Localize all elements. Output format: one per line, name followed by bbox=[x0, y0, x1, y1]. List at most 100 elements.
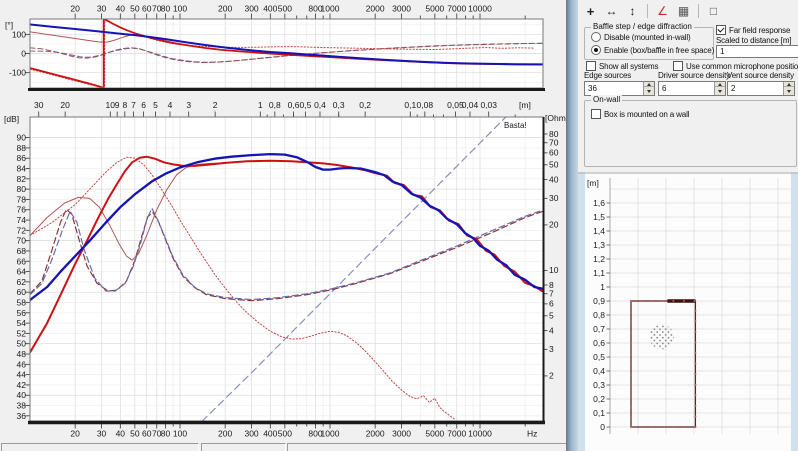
svg-text:0,2: 0,2 bbox=[359, 100, 371, 110]
spin-up-icon[interactable] bbox=[715, 82, 725, 87]
vent-density-label: Vent source density bbox=[727, 71, 794, 80]
radio-label: Disable (mounted in-wall) bbox=[604, 32, 691, 42]
checkbox-icon[interactable] bbox=[673, 61, 683, 71]
diffraction-control-panel: + ↔ ↕ ∠ ▦ □ Baffle step / edge diffraction Di… bbox=[578, 0, 798, 451]
svg-text:300: 300 bbox=[244, 429, 258, 439]
radio-icon[interactable] bbox=[591, 45, 601, 55]
radio-disable-in-wall[interactable]: Disable (mounted in-wall) bbox=[591, 32, 691, 42]
box-on-wall-row[interactable]: Box is mounted on a wall bbox=[591, 109, 689, 119]
svg-text:50: 50 bbox=[130, 429, 140, 439]
baffle-layout-view: 1,6 1,5 1,4 1,3 1,2 1,1 1 0,9 0,8 0,7 0,6 0,5 0,4 0,3… bbox=[578, 172, 798, 451]
svg-text:74: 74 bbox=[17, 215, 27, 225]
svg-text:5000: 5000 bbox=[425, 4, 444, 14]
spin-up-icon[interactable] bbox=[784, 82, 794, 87]
spin-down-icon[interactable] bbox=[644, 87, 654, 95]
svg-text:10000: 10000 bbox=[468, 429, 492, 439]
svg-text:1000: 1000 bbox=[321, 4, 340, 14]
stepper-buttons[interactable] bbox=[714, 82, 725, 95]
svg-text:88: 88 bbox=[17, 143, 27, 153]
move-tool-icon[interactable]: + bbox=[581, 1, 600, 21]
svg-text:4: 4 bbox=[549, 325, 554, 335]
svg-text:64: 64 bbox=[17, 267, 27, 277]
svg-text:3000: 3000 bbox=[392, 429, 411, 439]
horizontal-measure-icon[interactable]: ↔ bbox=[602, 1, 621, 21]
svg-text:1,5: 1,5 bbox=[593, 212, 605, 222]
svg-text:70: 70 bbox=[17, 236, 27, 246]
stepper-value[interactable]: 6 bbox=[662, 84, 667, 93]
spin-down-icon[interactable] bbox=[715, 87, 725, 95]
driver-density-stepper[interactable]: 6 bbox=[658, 81, 726, 96]
svg-text:2: 2 bbox=[213, 100, 218, 110]
group-title: Baffle step / edge diffraction bbox=[591, 22, 694, 31]
vertical-measure-icon[interactable]: ↕ bbox=[623, 1, 642, 21]
scaled-distance-input[interactable]: 1 bbox=[716, 45, 798, 58]
svg-text:-100: -100 bbox=[9, 68, 26, 78]
far-field-checkbox-row[interactable]: Far field response bbox=[716, 25, 790, 35]
rectangle-tool-icon[interactable]: □ bbox=[704, 1, 723, 21]
svg-text:70: 70 bbox=[549, 138, 559, 148]
svg-text:[m]: [m] bbox=[519, 100, 531, 110]
svg-text:20: 20 bbox=[60, 100, 70, 110]
svg-text:0,3: 0,3 bbox=[593, 380, 605, 390]
stepper-value[interactable]: 2 bbox=[731, 84, 736, 93]
checkbox-icon[interactable] bbox=[586, 61, 596, 71]
svg-text:0: 0 bbox=[21, 49, 26, 59]
svg-text:84: 84 bbox=[17, 164, 27, 174]
stepper-buttons[interactable] bbox=[643, 82, 654, 95]
svg-text:[°]: [°] bbox=[5, 20, 13, 30]
svg-text:10: 10 bbox=[106, 100, 116, 110]
show-all-systems-row[interactable]: Show all systems bbox=[586, 61, 659, 71]
checkbox-icon[interactable] bbox=[716, 25, 726, 35]
svg-text:3: 3 bbox=[186, 100, 191, 110]
spin-down-icon[interactable] bbox=[784, 87, 794, 95]
edge-sources-stepper[interactable]: 36 bbox=[584, 81, 655, 96]
frequency-response-charts: 2020303040405050606070708080100100200200… bbox=[4, 3, 566, 439]
svg-text:70: 70 bbox=[152, 4, 162, 14]
basta-watermark: Basta! bbox=[504, 121, 527, 130]
svg-text:58: 58 bbox=[17, 297, 27, 307]
vent-density-stepper[interactable]: 2 bbox=[727, 81, 795, 96]
svg-text:0,03: 0,03 bbox=[480, 100, 497, 110]
svg-text:100: 100 bbox=[173, 429, 187, 439]
radio-label: Enable (box/baffle in free space) bbox=[604, 45, 715, 55]
dither-grid-icon[interactable]: ▦ bbox=[674, 1, 693, 21]
checkbox-label: Box is mounted on a wall bbox=[604, 109, 690, 119]
stepper-buttons[interactable] bbox=[783, 82, 794, 95]
svg-text:20: 20 bbox=[549, 220, 559, 230]
svg-text:0,9: 0,9 bbox=[593, 296, 605, 306]
svg-text:40: 40 bbox=[549, 174, 559, 184]
checkbox-label: Show all systems bbox=[599, 61, 659, 71]
svg-text:400: 400 bbox=[263, 429, 277, 439]
spin-up-icon[interactable] bbox=[644, 82, 654, 87]
svg-text:0,7: 0,7 bbox=[593, 324, 605, 334]
radio-icon[interactable] bbox=[591, 32, 601, 42]
series-phase-system-2-alt bbox=[30, 19, 535, 89]
series-spl-system-1 bbox=[30, 152, 543, 301]
checkbox-label: Use common microphone position bbox=[686, 61, 798, 71]
svg-text:800: 800 bbox=[308, 429, 322, 439]
svg-text:200: 200 bbox=[218, 4, 232, 14]
stepper-value[interactable]: 36 bbox=[588, 84, 597, 93]
svg-text:66: 66 bbox=[17, 256, 27, 266]
svg-text:40: 40 bbox=[116, 429, 126, 439]
series-impedance-phase-system-1 bbox=[30, 42, 543, 63]
svg-text:10000: 10000 bbox=[468, 4, 492, 14]
status-bar-segment bbox=[1, 443, 199, 451]
svg-text:800: 800 bbox=[308, 4, 322, 14]
svg-text:3: 3 bbox=[549, 344, 554, 354]
svg-text:44: 44 bbox=[17, 370, 27, 380]
common-microphone-row[interactable]: Use common microphone position bbox=[673, 61, 798, 71]
checkbox-icon[interactable] bbox=[591, 109, 601, 119]
svg-text:10: 10 bbox=[549, 265, 559, 275]
svg-text:54: 54 bbox=[17, 318, 27, 328]
toolbar: + ↔ ↕ ∠ ▦ □ bbox=[578, 0, 798, 22]
radio-enable-free-space[interactable]: Enable (box/baffle in free space) bbox=[591, 45, 714, 55]
svg-text:80: 80 bbox=[549, 129, 559, 139]
angle-tool-icon[interactable]: ∠ bbox=[653, 1, 672, 21]
svg-text:0,05: 0,05 bbox=[447, 100, 464, 110]
svg-text:6: 6 bbox=[549, 299, 554, 309]
svg-text:6: 6 bbox=[141, 100, 146, 110]
series-driver-output-spl bbox=[30, 162, 229, 261]
panel-splitter[interactable] bbox=[566, 0, 578, 451]
svg-text:1: 1 bbox=[258, 100, 263, 110]
